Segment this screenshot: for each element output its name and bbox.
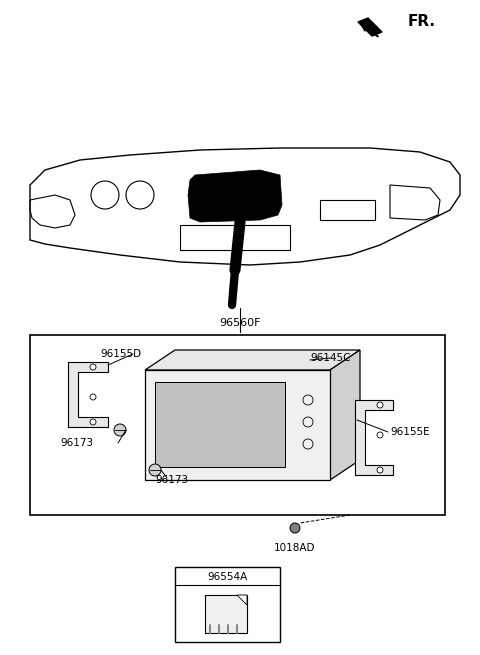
Bar — [320, 200, 375, 220]
Text: 96173: 96173 — [155, 475, 188, 485]
Text: 96145C: 96145C — [310, 353, 350, 363]
Text: 96155E: 96155E — [390, 427, 430, 437]
Circle shape — [377, 402, 383, 408]
Circle shape — [377, 467, 383, 473]
Circle shape — [114, 424, 126, 436]
Circle shape — [90, 419, 96, 425]
Polygon shape — [330, 350, 360, 480]
Circle shape — [90, 364, 96, 370]
Circle shape — [377, 432, 383, 438]
Text: 96155D: 96155D — [100, 349, 141, 359]
Polygon shape — [237, 595, 247, 605]
Text: FR.: FR. — [408, 14, 436, 29]
Polygon shape — [188, 170, 282, 222]
Polygon shape — [358, 18, 382, 36]
Circle shape — [149, 464, 161, 476]
Text: 96560F: 96560F — [219, 318, 261, 328]
Bar — [180, 225, 290, 250]
Polygon shape — [68, 362, 108, 427]
Polygon shape — [145, 350, 360, 370]
Circle shape — [90, 394, 96, 400]
Bar — [175, 567, 280, 642]
Text: 96173: 96173 — [60, 438, 93, 448]
Bar — [205, 595, 247, 633]
Bar — [30, 335, 445, 515]
Polygon shape — [355, 400, 393, 475]
Text: 96554A: 96554A — [207, 572, 248, 582]
Bar — [155, 382, 285, 467]
Bar — [145, 370, 330, 480]
Text: 1018AD: 1018AD — [274, 543, 316, 553]
Circle shape — [290, 523, 300, 533]
